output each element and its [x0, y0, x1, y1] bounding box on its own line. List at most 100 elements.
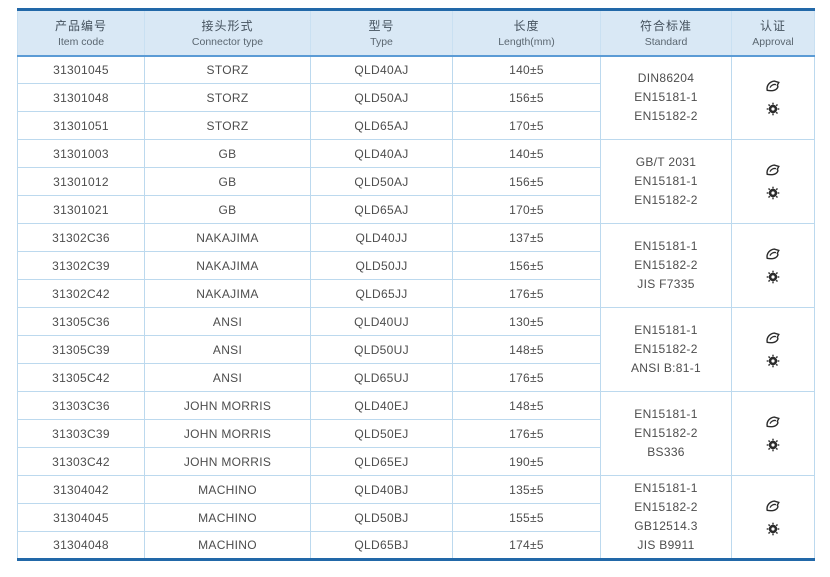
type-cell: QLD65JJ	[310, 279, 453, 308]
standard-line: EN15181-1	[634, 323, 698, 337]
type-cell: QLD40JJ	[310, 223, 453, 252]
type-cell: QLD65AJ	[310, 195, 453, 224]
column-header-label-zh: 长度	[513, 19, 540, 34]
product-spec-table: 产品编号 Item code 接头形式 Connector type 型号 Type 长度 L…	[17, 8, 815, 561]
column-header-label-en: Connector type	[191, 36, 264, 49]
item-code-cell: 31302C36	[17, 223, 145, 252]
length-cell: 176±5	[452, 279, 601, 308]
gear-seal-icon	[766, 270, 780, 284]
item-code-cell: 31305C36	[17, 307, 145, 336]
length-cell: 170±5	[452, 111, 601, 140]
type-cell: QLD50AJ	[310, 167, 453, 196]
standard-line: JIS F7335	[637, 277, 695, 291]
type-cell: QLD40AJ	[310, 139, 453, 168]
table-row: 31301003 GB QLD40AJ 140±5 GB/T 2031 EN15181-1…	[17, 139, 815, 224]
type-cell: QLD50EJ	[310, 419, 453, 448]
standard-line: EN15181-1	[634, 239, 698, 253]
table-body: 31301045 STORZ QLD40AJ 140±5 DIN86204 EN15181…	[17, 55, 815, 560]
connector-type-cell: NAKAJIMA	[144, 251, 311, 280]
item-code-cell: 31305C39	[17, 335, 145, 364]
type-cell: QLD50BJ	[310, 503, 453, 532]
column-header-approval: 认证 Approval	[731, 9, 815, 57]
type-cell: QLD65AJ	[310, 111, 453, 140]
connector-type-cell: GB	[144, 167, 311, 196]
table-row: 31303C36 JOHN MORRIS QLD40EJ 148±5 EN15181-1…	[17, 391, 815, 476]
length-cell: 174±5	[452, 531, 601, 560]
approval-icon-stack	[734, 163, 812, 200]
standard-line: JIS B9911	[637, 538, 695, 552]
table-row: 31305C39 ANSI QLD50UJ 148±5	[17, 335, 815, 364]
table-row: 31301045 STORZ QLD40AJ 140±5 DIN86204 EN15181…	[17, 55, 815, 140]
gear-seal-icon	[766, 438, 780, 452]
column-header-label-en: Type	[370, 36, 393, 49]
item-code-cell: 31302C42	[17, 279, 145, 308]
type-cell: QLD50AJ	[310, 83, 453, 112]
approval-cell	[731, 475, 815, 560]
length-cell: 170±5	[452, 195, 601, 224]
item-code-cell: 31301045	[17, 55, 145, 84]
column-header-standard: 符合标准 Standard	[600, 9, 732, 57]
table-row: 31302C42 NAKAJIMA QLD65JJ 176±5	[17, 279, 815, 308]
connector-type-cell: NAKAJIMA	[144, 223, 311, 252]
length-cell: 176±5	[452, 363, 601, 392]
connector-type-cell: MACHINO	[144, 475, 311, 504]
connector-type-cell: NAKAJIMA	[144, 279, 311, 308]
type-cell: QLD65UJ	[310, 363, 453, 392]
item-code-cell: 31301021	[17, 195, 145, 224]
standard-line: EN15182-2	[634, 426, 698, 440]
length-cell: 137±5	[452, 223, 601, 252]
item-code-cell: 31305C42	[17, 363, 145, 392]
standard-line: ANSI B:81-1	[631, 361, 701, 375]
length-cell: 135±5	[452, 475, 601, 504]
table-row: 31302C36 NAKAJIMA QLD40JJ 137±5 EN15181-1 EN1…	[17, 223, 815, 308]
length-cell: 130±5	[452, 307, 601, 336]
approval-icon-stack	[734, 79, 812, 116]
approval-icon-stack	[734, 415, 812, 452]
certification-mark-icon	[765, 247, 781, 261]
standard-line: EN15181-1	[634, 481, 698, 495]
table-row: 31303C39 JOHN MORRIS QLD50EJ 176±5	[17, 419, 815, 448]
length-cell: 156±5	[452, 83, 601, 112]
table-row: 31305C42 ANSI QLD65UJ 176±5	[17, 363, 815, 392]
column-header-label-en: Item code	[57, 36, 105, 49]
column-header-type: 型号 Type	[310, 9, 453, 57]
standard-line: BS336	[647, 445, 685, 459]
standard-line: EN15181-1	[634, 174, 698, 188]
connector-type-cell: GB	[144, 195, 311, 224]
approval-icon-stack	[734, 499, 812, 536]
standard-line: EN15182-2	[634, 500, 698, 514]
table-row: 31304042 MACHINO QLD40BJ 135±5 EN15181-1 EN15…	[17, 475, 815, 560]
certification-mark-icon	[765, 415, 781, 429]
approval-cell	[731, 223, 815, 308]
table-row: 31301012 GB QLD50AJ 156±5	[17, 167, 815, 196]
item-code-cell: 31304048	[17, 531, 145, 560]
item-code-cell: 31301051	[17, 111, 145, 140]
connector-type-cell: STORZ	[144, 83, 311, 112]
standards-cell: DIN86204 EN15181-1 EN15182-2	[600, 55, 732, 140]
standard-line: EN15182-2	[634, 193, 698, 207]
standard-line: GB/T 2031	[635, 155, 697, 169]
item-code-cell: 31303C39	[17, 419, 145, 448]
item-code-cell: 31303C42	[17, 447, 145, 476]
standards-cell: GB/T 2031 EN15181-1 EN15182-2	[600, 139, 732, 224]
approval-cell	[731, 55, 815, 140]
standard-line: EN15182-2	[634, 109, 698, 124]
item-code-cell: 31302C39	[17, 251, 145, 280]
type-cell: QLD40BJ	[310, 475, 453, 504]
type-cell: QLD65EJ	[310, 447, 453, 476]
item-code-cell: 31304045	[17, 503, 145, 532]
type-cell: QLD65BJ	[310, 531, 453, 560]
item-code-cell: 31301003	[17, 139, 145, 168]
standards-cell: EN15181-1 EN15182-2 GB12514.3 JIS B9911	[600, 475, 732, 560]
standard-line: EN15182-2	[634, 258, 698, 272]
approval-cell	[731, 139, 815, 224]
connector-type-cell: MACHINO	[144, 503, 311, 532]
column-header-label-zh: 符合标准	[639, 19, 692, 34]
length-cell: 156±5	[452, 167, 601, 196]
table-row: 31302C39 NAKAJIMA QLD50JJ 156±5	[17, 251, 815, 280]
table-row: 31301048 STORZ QLD50AJ 156±5	[17, 83, 815, 112]
type-cell: QLD50JJ	[310, 251, 453, 280]
column-header-label-zh: 接头形式	[201, 19, 254, 34]
table-row: 31304045 MACHINO QLD50BJ 155±5	[17, 503, 815, 532]
